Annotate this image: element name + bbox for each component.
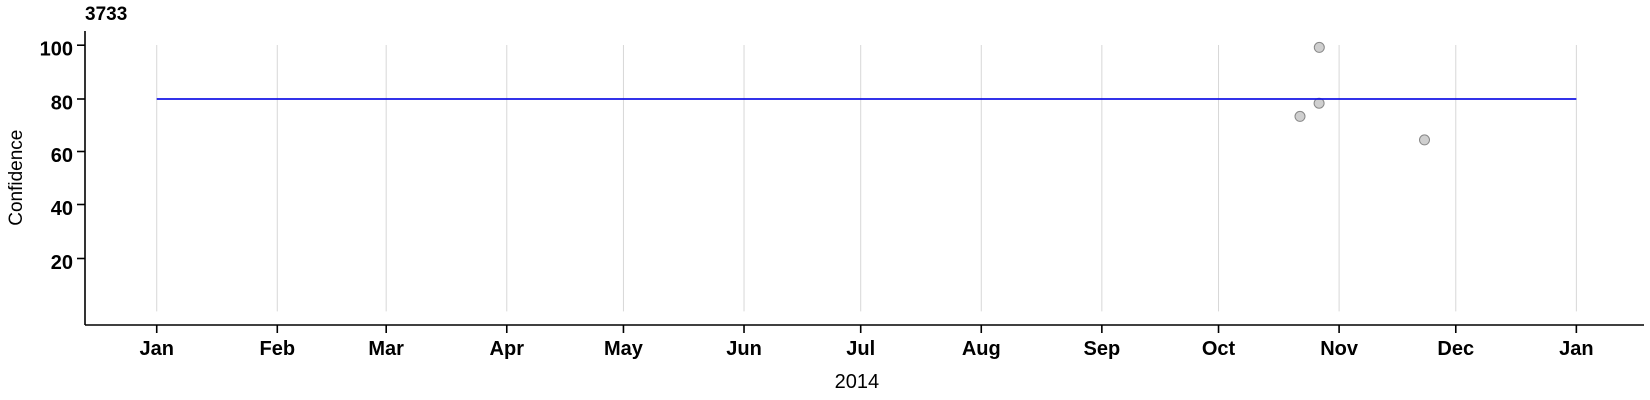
svg-text:40: 40: [51, 198, 73, 220]
svg-text:Jan: Jan: [1559, 338, 1593, 360]
svg-text:Jul: Jul: [846, 338, 875, 360]
svg-text:Confidence: Confidence: [6, 130, 27, 226]
svg-text:2014: 2014: [835, 371, 880, 393]
svg-text:Jun: Jun: [726, 338, 762, 360]
svg-text:20: 20: [51, 252, 73, 274]
svg-text:Jan: Jan: [139, 338, 173, 360]
svg-text:Nov: Nov: [1320, 338, 1359, 360]
svg-text:Aug: Aug: [962, 338, 1001, 360]
svg-text:60: 60: [51, 145, 73, 167]
svg-text:Oct: Oct: [1202, 338, 1236, 360]
svg-text:Apr: Apr: [490, 338, 525, 360]
svg-text:Feb: Feb: [260, 338, 296, 360]
svg-text:100: 100: [40, 39, 73, 61]
svg-text:May: May: [604, 338, 644, 360]
svg-text:Mar: Mar: [368, 338, 404, 360]
svg-text:Dec: Dec: [1437, 338, 1474, 360]
svg-text:3733: 3733: [85, 4, 127, 25]
svg-text:80: 80: [51, 93, 73, 115]
svg-text:Sep: Sep: [1084, 338, 1121, 360]
